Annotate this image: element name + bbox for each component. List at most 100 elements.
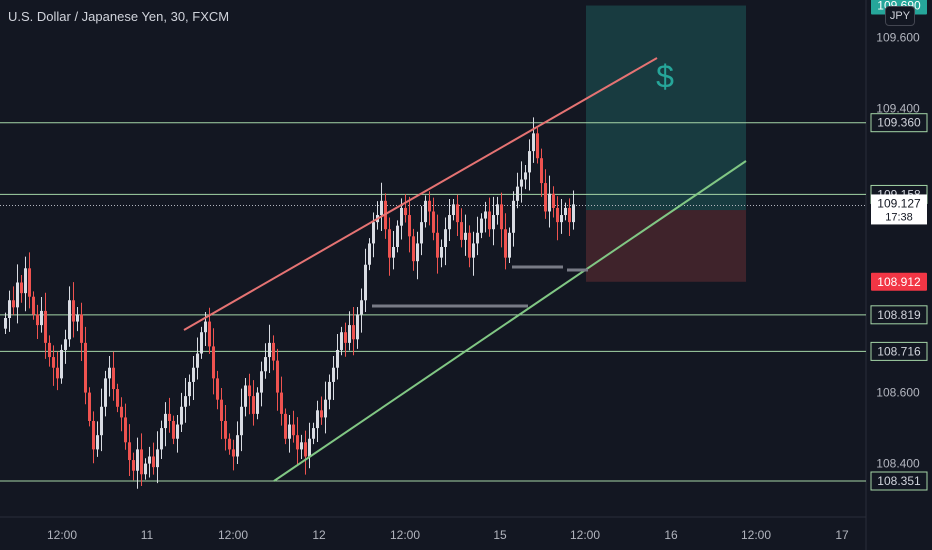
candle-body xyxy=(272,342,275,361)
candle-body xyxy=(560,215,563,223)
channel-lower-line xyxy=(273,160,747,482)
candle-body xyxy=(48,342,51,358)
candle-body xyxy=(216,378,219,400)
profit-zone xyxy=(586,5,746,211)
last-price-tag-bg xyxy=(871,194,927,225)
candle-body xyxy=(292,424,295,436)
candle-body xyxy=(160,428,163,450)
level-price-tag-border xyxy=(870,341,928,361)
candle-body xyxy=(220,399,223,421)
candle-body xyxy=(364,264,367,301)
candle-body xyxy=(108,367,111,379)
candle-body xyxy=(148,456,151,464)
candle-body xyxy=(172,420,175,439)
level-price-tag-bg xyxy=(871,472,927,490)
candle-body xyxy=(416,243,419,262)
candle-body xyxy=(164,413,167,429)
candle-body xyxy=(476,232,479,244)
candle-body xyxy=(488,211,491,230)
candle-body xyxy=(96,435,99,450)
candle-body xyxy=(396,225,399,247)
candle-body xyxy=(80,314,83,343)
candle-body xyxy=(328,381,331,400)
candle-body xyxy=(204,321,207,333)
candle-body xyxy=(288,424,291,439)
candle-body xyxy=(136,449,139,471)
candle-body xyxy=(320,410,323,418)
candle-body xyxy=(104,378,107,407)
candle-body xyxy=(316,410,319,429)
candle-body xyxy=(228,438,231,450)
candle-body xyxy=(28,268,31,297)
candle-body xyxy=(524,172,527,180)
candle-body xyxy=(468,232,471,258)
candle-body xyxy=(444,229,447,247)
time-tick-label: 15 xyxy=(493,528,507,542)
candle-body xyxy=(124,417,127,443)
candle-body xyxy=(176,424,179,439)
candle-body xyxy=(20,282,23,294)
level-price-tag-bg xyxy=(871,113,927,132)
candle-body xyxy=(420,222,423,244)
level-price-tag: 108.819 xyxy=(877,308,921,322)
candle-body xyxy=(8,300,11,319)
stop-loss-tag: 108.912 xyxy=(877,275,921,289)
price-axis[interactable]: 108.400 108.600 109.400 109.600 109.360 109.1… xyxy=(870,0,928,491)
candle-body xyxy=(496,204,499,216)
candle-body xyxy=(128,442,131,461)
candle-body xyxy=(44,310,47,343)
candle-body xyxy=(140,449,143,475)
time-tick-label: 12:00 xyxy=(47,528,77,542)
candle-body xyxy=(536,133,539,159)
candle-body xyxy=(368,243,371,265)
candle-body xyxy=(268,342,271,358)
candle-body xyxy=(412,236,415,262)
level-price-tag-bg xyxy=(871,305,927,324)
candle-body xyxy=(88,392,91,421)
candle-body xyxy=(112,367,115,390)
candle-body xyxy=(72,300,75,322)
candle-body xyxy=(192,367,195,382)
candle-body xyxy=(240,406,243,436)
position-zones: $ xyxy=(586,5,746,282)
candle-body xyxy=(188,381,191,397)
channel-upper-line xyxy=(183,57,658,331)
price-tick-label: 108.400 xyxy=(876,457,920,471)
level-price-tag-border xyxy=(870,471,928,491)
candle-body xyxy=(180,406,183,425)
candle-body xyxy=(168,413,171,421)
candle-body xyxy=(184,396,187,407)
candle-body xyxy=(200,332,203,354)
last-price-countdown: 17:38 xyxy=(885,211,913,223)
level-price-tag-bg xyxy=(871,342,927,361)
candle-body xyxy=(348,325,351,343)
level-price-tag-border xyxy=(870,305,928,325)
candle-body xyxy=(276,360,279,393)
candle-body xyxy=(556,207,559,223)
time-tick-label: 12:00 xyxy=(218,528,248,542)
candle-body xyxy=(428,200,431,212)
candle-body xyxy=(252,396,255,414)
last-price-value: 109.127 xyxy=(877,196,921,210)
candle-body xyxy=(336,349,339,368)
candle-body xyxy=(208,321,211,347)
candle-body xyxy=(32,296,35,315)
candle-body xyxy=(236,435,239,457)
time-axis[interactable]: 12:00 11 12:00 12 12:00 15 12:00 16 12:00 17 xyxy=(47,528,849,542)
candle-body xyxy=(84,342,87,393)
grid xyxy=(0,0,867,550)
candle-body xyxy=(296,435,299,450)
currency-button[interactable]: JPY xyxy=(885,6,915,26)
candle-body xyxy=(196,353,199,368)
candle-body xyxy=(60,349,63,379)
candle-body xyxy=(448,215,451,230)
candle-body xyxy=(344,332,347,343)
level-price-tag-border xyxy=(870,113,928,133)
candle-body xyxy=(12,300,15,308)
candle-body xyxy=(52,357,55,368)
candle-body xyxy=(548,193,551,212)
profit-dollar-icon: $ xyxy=(656,59,674,95)
time-tick-label: 12:00 xyxy=(570,528,600,542)
candle-body xyxy=(248,385,251,397)
